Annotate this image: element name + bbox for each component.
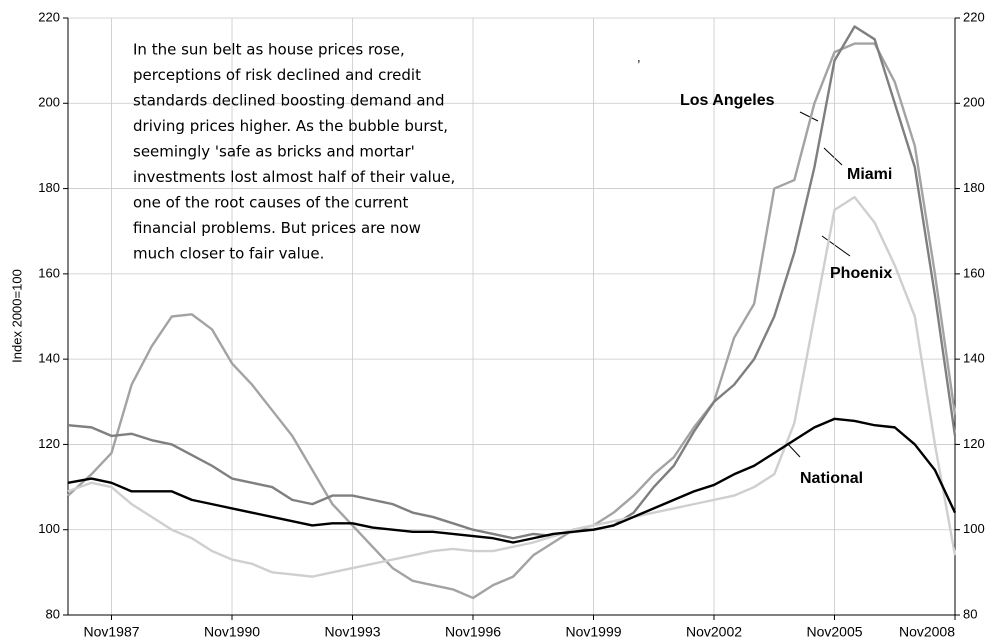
annotation: standards declined boosting demand and: [133, 92, 445, 110]
annotation: financial problems. But prices are now: [133, 219, 421, 237]
leader-line: [799, 111, 819, 122]
y-tick-label: 160: [38, 265, 60, 280]
annotation: much closer to fair value.: [133, 245, 324, 263]
y-tick-label: 180: [38, 180, 60, 195]
y-tick-label: 140: [38, 351, 60, 366]
x-tick-label: Nov1987: [83, 624, 139, 640]
series-label: Phoenix: [830, 265, 892, 282]
y-tick-label: 200: [38, 95, 60, 110]
y2-tick-label: 100: [963, 521, 985, 536]
y-axis-label: Index 2000=100: [9, 269, 24, 363]
series-label: National: [800, 470, 863, 487]
x-tick-label: Nov2008: [899, 624, 955, 640]
series-line: [67, 417, 957, 544]
y2-tick-label: 180: [963, 180, 985, 195]
x-tick-label: Nov2002: [686, 624, 742, 640]
annotation: In the sun belt as house prices rose,: [133, 41, 405, 59]
annotation: investments lost almost half of their va…: [133, 168, 455, 186]
y2-tick-label: 120: [963, 436, 985, 451]
annotation: seemingly 'safe as bricks and mortar': [133, 143, 415, 161]
series-line: [67, 195, 957, 578]
y-tick-label: 120: [38, 436, 60, 451]
annotation: driving prices higher. As the bubble bur…: [133, 117, 448, 135]
annotation: one of the root causes of the current: [133, 194, 409, 212]
y2-tick-label: 160: [963, 265, 985, 280]
leader-line: [821, 235, 851, 257]
x-tick-label: Nov1993: [324, 624, 380, 640]
y-tick-label: 100: [38, 521, 60, 536]
stray-mark: ,: [637, 49, 641, 64]
y2-tick-label: 80: [963, 606, 977, 621]
y2-tick-label: 220: [963, 9, 985, 24]
annotation: perceptions of risk declined and credit: [133, 66, 421, 84]
leader-line: [823, 147, 843, 166]
y-tick-label: 80: [46, 606, 60, 621]
x-tick-label: Nov1990: [204, 624, 260, 640]
x-tick-label: Nov1999: [565, 624, 621, 640]
x-tick-label: Nov2005: [806, 624, 862, 640]
series-label: Miami: [847, 166, 892, 183]
y2-tick-label: 140: [963, 351, 985, 366]
y-tick-label: 220: [38, 9, 60, 24]
x-tick-label: Nov1996: [445, 624, 501, 640]
series-label: Los Angeles: [680, 92, 775, 109]
series-line: [67, 25, 957, 540]
series-line: [67, 42, 957, 600]
y2-tick-label: 200: [963, 95, 985, 110]
